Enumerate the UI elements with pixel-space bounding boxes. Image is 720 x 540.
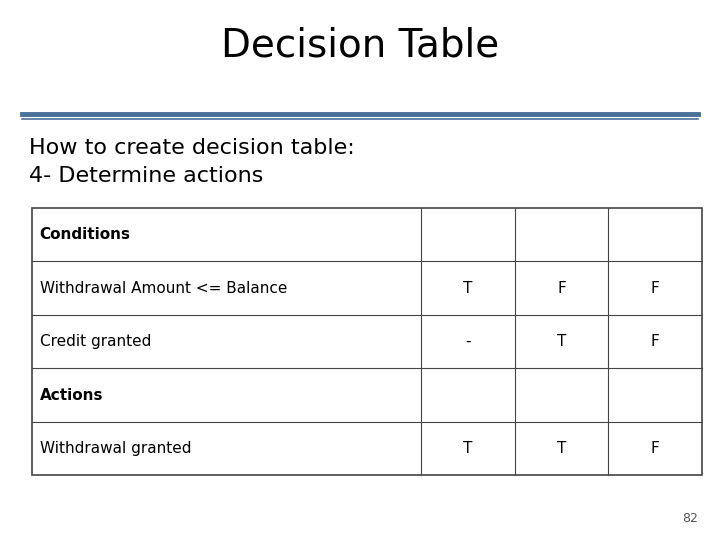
Text: F: F <box>557 281 566 295</box>
Text: Conditions: Conditions <box>40 227 130 242</box>
Text: F: F <box>651 441 660 456</box>
Text: 4- Determine actions: 4- Determine actions <box>29 165 264 186</box>
Text: T: T <box>463 281 472 295</box>
Text: How to create decision table:: How to create decision table: <box>29 138 354 159</box>
Text: F: F <box>651 281 660 295</box>
Text: Actions: Actions <box>40 388 103 402</box>
Text: Withdrawal Amount <= Balance: Withdrawal Amount <= Balance <box>40 281 287 295</box>
Text: Decision Table: Decision Table <box>221 27 499 65</box>
Text: Withdrawal granted: Withdrawal granted <box>40 441 191 456</box>
Bar <box>32 208 702 475</box>
Text: -: - <box>465 334 470 349</box>
Text: 82: 82 <box>683 512 698 525</box>
Text: T: T <box>557 441 566 456</box>
Text: T: T <box>557 334 566 349</box>
Text: T: T <box>463 441 472 456</box>
Text: Credit granted: Credit granted <box>40 334 151 349</box>
Text: F: F <box>651 334 660 349</box>
